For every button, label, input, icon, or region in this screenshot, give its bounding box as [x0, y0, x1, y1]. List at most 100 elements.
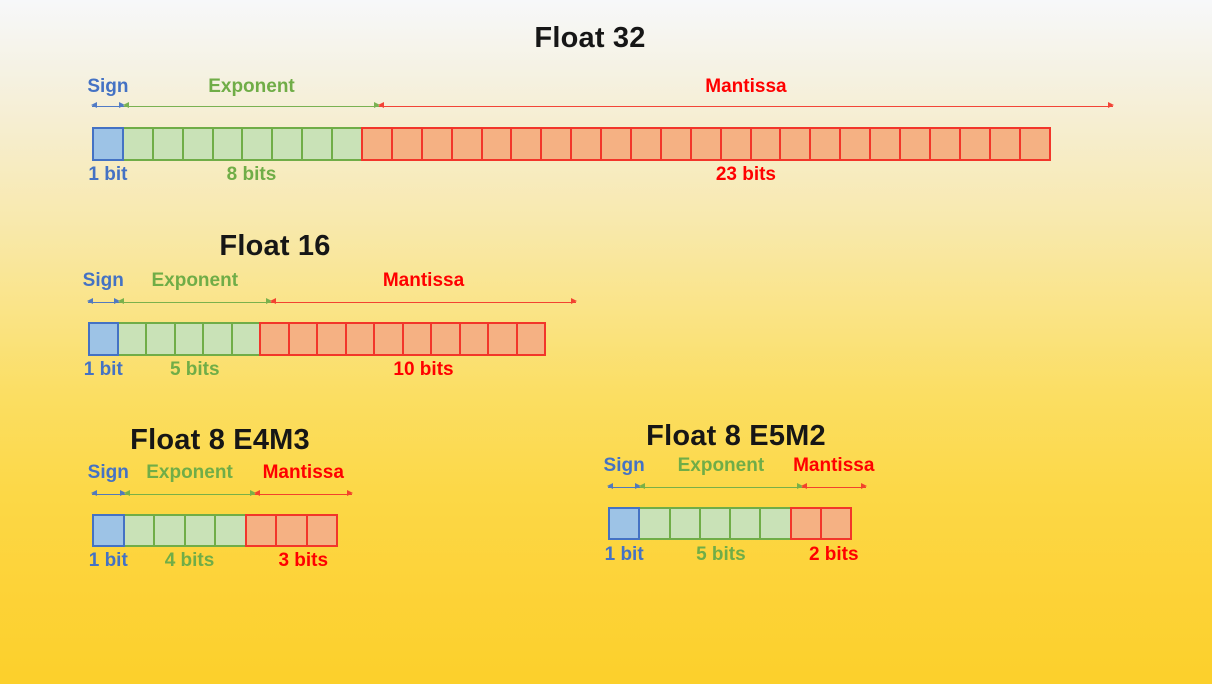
sign-bit-count: 1 bit — [88, 164, 128, 185]
mantissa-bit-box — [839, 127, 872, 161]
mantissa-bit-box — [779, 127, 812, 161]
exponent-bit-box — [271, 127, 304, 161]
sign-bit-count: 1 bit — [88, 550, 128, 571]
mantissa-bit-box — [244, 514, 277, 547]
exponent-bit-box — [759, 507, 792, 540]
mantissa-bit-count: 2 bits — [808, 544, 859, 565]
mantissa-bit-box — [450, 127, 483, 161]
mantissa-bit-box — [659, 127, 692, 161]
exponent-extent-arrow — [639, 483, 803, 490]
bit-counts-row: 1 bit 5 bits 10 bits — [83, 359, 576, 381]
exponent-bit-count: 5 bits — [169, 359, 220, 380]
mantissa-bit-box — [344, 322, 375, 356]
field-labels-row: Sign Exponent Mantissa — [83, 270, 576, 292]
mantissa-bit-box — [390, 127, 423, 161]
mantissa-bit-box — [1018, 127, 1051, 161]
mantissa-bit-box — [361, 127, 393, 161]
exponent-bit-box — [638, 507, 671, 540]
sign-bit-count: 1 bit — [604, 544, 644, 565]
sign-extent-arrow — [606, 483, 642, 490]
mantissa-bit-box — [540, 127, 573, 161]
exponent-label: Exponent — [151, 270, 239, 291]
mantissa-bit-box — [430, 322, 461, 356]
bit-box-row — [92, 127, 1051, 161]
mantissa-extent-arrow — [378, 102, 1114, 109]
mantissa-bit-box — [420, 127, 453, 161]
exponent-extent-arrow — [122, 102, 381, 109]
exponent-bit-box — [122, 514, 155, 547]
exponent-bit-count: 8 bits — [226, 164, 277, 185]
mantissa-bit-box — [458, 322, 489, 356]
mantissa-bit-box — [958, 127, 991, 161]
extent-arrows-row — [91, 102, 1114, 109]
sign-bit-count: 1 bit — [83, 359, 123, 380]
mantissa-extent-arrow — [253, 490, 353, 497]
extent-arrows-row — [606, 483, 867, 490]
exponent-bit-box — [729, 507, 762, 540]
bit-box-row — [88, 322, 546, 356]
field-labels-row: Sign Exponent Mantissa — [603, 455, 875, 477]
mantissa-bit-box — [789, 507, 822, 540]
mantissa-bit-box — [287, 322, 318, 356]
exponent-label: Exponent — [208, 76, 295, 97]
mantissa-bit-count: 3 bits — [278, 550, 329, 571]
exponent-extent-arrow — [117, 298, 272, 305]
mantissa-bit-box — [749, 127, 782, 161]
mantissa-bit-box — [819, 507, 852, 540]
bit-box-row — [608, 507, 852, 540]
field-labels-row: Sign Exponent Mantissa — [87, 76, 1113, 98]
mantissa-bit-box — [275, 514, 308, 547]
exponent-bit-box — [183, 514, 216, 547]
mantissa-bit-box — [316, 322, 347, 356]
mantissa-bit-box — [928, 127, 961, 161]
mantissa-bit-box — [899, 127, 931, 161]
mantissa-bit-box — [988, 127, 1021, 161]
exponent-bit-box — [214, 514, 247, 547]
bit-counts-row: 1 bit 8 bits 23 bits — [88, 164, 1113, 186]
sign-label: Sign — [87, 462, 129, 483]
exponent-bit-box — [331, 127, 364, 161]
mantissa-bit-box — [719, 127, 752, 161]
exponent-bit-box — [151, 127, 184, 161]
exponent-label: Exponent — [146, 462, 233, 483]
bit-box-row — [92, 514, 338, 547]
exponent-bit-box — [241, 127, 274, 161]
format-title: Float 8 E4M3 — [130, 424, 310, 456]
sign-extent-arrow — [91, 490, 125, 497]
exponent-bit-box — [121, 127, 154, 161]
exponent-bit-count: 4 bits — [164, 550, 215, 571]
extent-arrows-row — [91, 490, 353, 497]
exponent-bit-box — [153, 514, 186, 547]
format-title: Float 8 E5M2 — [646, 420, 826, 452]
mantissa-bit-box — [809, 127, 842, 161]
sign-bit-box — [88, 322, 119, 356]
exponent-bit-count: 5 bits — [696, 544, 746, 565]
exponent-extent-arrow — [123, 490, 256, 497]
mantissa-label: Mantissa — [705, 76, 787, 97]
exponent-bit-box — [230, 322, 261, 356]
field-labels-row: Sign Exponent Mantissa — [87, 462, 352, 484]
sign-bit-box — [92, 127, 124, 161]
mantissa-bit-count: 10 bits — [393, 359, 454, 380]
mantissa-bit-box — [630, 127, 662, 161]
exponent-bit-box — [173, 322, 204, 356]
bit-counts-row: 1 bit 4 bits 3 bits — [88, 550, 352, 572]
bit-counts-row: 1 bit 5 bits 2 bits — [604, 544, 866, 566]
mantissa-label: Mantissa — [382, 270, 465, 291]
mantissa-bit-box — [305, 514, 338, 547]
exponent-bit-box — [668, 507, 701, 540]
exponent-bit-box — [116, 322, 147, 356]
extent-arrows-row — [87, 298, 577, 305]
format-title: Float 32 — [534, 22, 646, 54]
sign-label: Sign — [87, 76, 129, 97]
exponent-label: Exponent — [677, 455, 765, 476]
mantissa-bit-box — [373, 322, 404, 356]
mantissa-label: Mantissa — [793, 455, 875, 476]
mantissa-bit-box — [570, 127, 603, 161]
mantissa-bit-box — [600, 127, 633, 161]
mantissa-extent-arrow — [800, 483, 867, 490]
sign-extent-arrow — [87, 298, 119, 305]
sign-label: Sign — [603, 455, 645, 476]
exponent-bit-box — [145, 322, 176, 356]
